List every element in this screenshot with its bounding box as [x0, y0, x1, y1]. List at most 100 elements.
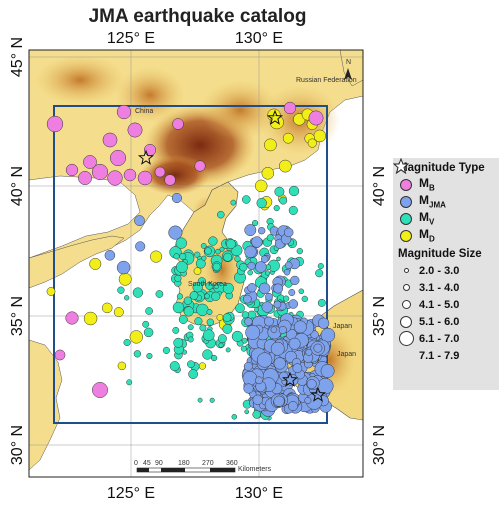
quake-mb [308, 110, 324, 126]
quake-mjma [251, 236, 263, 248]
quake-md [83, 311, 98, 326]
quake-mb [127, 122, 143, 138]
legend-size-title: Magnitude Size [398, 248, 482, 260]
quake-mjma [284, 261, 293, 270]
quake-mb [102, 132, 118, 148]
quake-mv [175, 261, 188, 274]
quake-mv [202, 329, 215, 342]
quake-mjma [247, 261, 256, 270]
quake-mjma [116, 260, 131, 275]
quake-mjma [304, 397, 312, 404]
quake-md [254, 179, 268, 193]
quake-star-icon [137, 149, 155, 165]
quake-mv [298, 288, 305, 295]
legend-swatch-md [400, 229, 412, 242]
quake-mv [126, 379, 133, 386]
quake-mb [194, 160, 206, 172]
quake-mv [173, 337, 184, 348]
label-south-korea: South Korea [188, 281, 227, 288]
quake-mv [178, 315, 188, 324]
quake-mv [202, 349, 213, 360]
quake-mjma [258, 227, 266, 235]
quake-mv [254, 307, 259, 313]
map-frame [28, 49, 364, 478]
quake-mv [146, 352, 153, 360]
quake-mjma [257, 352, 273, 368]
quake-mv [174, 274, 182, 282]
label-japan-2: Japan [337, 351, 356, 358]
quake-mjma [258, 282, 271, 295]
quake-md [198, 362, 207, 370]
scale-unit: Kilometers [238, 466, 272, 473]
quake-mjma [134, 215, 145, 226]
lon-tick-top-125: 125° E [107, 30, 155, 47]
legend: Magnitude Type MB MJMA MV MD Magnitude S… [393, 158, 499, 390]
quake-mb [65, 311, 79, 325]
quake-mv [187, 360, 195, 369]
legend-swatch-mv [400, 212, 412, 225]
quake-mv [239, 263, 248, 272]
lat-tick-left-40: 40° N [9, 166, 26, 206]
quake-mv [172, 326, 180, 334]
quake-mjma [264, 316, 274, 327]
quake-mb [172, 118, 184, 130]
quake-mjma [320, 327, 336, 343]
quake-mv [247, 269, 253, 276]
quake-mv [219, 246, 225, 252]
quake-mb [283, 101, 297, 115]
quake-mv [192, 282, 203, 293]
quake-mjma [244, 224, 257, 237]
quake-mjma [171, 192, 182, 204]
quake-mv [155, 290, 164, 298]
quake-mjma [168, 225, 183, 240]
quake-mv [218, 342, 224, 348]
quake-mv [273, 205, 280, 212]
quake-md [307, 138, 317, 148]
quake-mjma [306, 379, 317, 390]
quake-mjma [278, 325, 287, 335]
quake-mv [274, 186, 285, 197]
quake-mv [194, 317, 203, 326]
scale-label-360: 360 [226, 460, 238, 467]
quake-mv [200, 243, 207, 249]
quake-mjma [317, 317, 330, 329]
quake-mb [83, 155, 97, 169]
quake-mb [109, 149, 127, 167]
quake-mjma [283, 268, 291, 276]
quake-mv [176, 293, 183, 300]
legend-type-mb: MB [393, 176, 499, 193]
quake-mv [183, 306, 194, 317]
quake-mv [133, 350, 142, 358]
quake-mv [142, 320, 150, 328]
quake-md [113, 307, 124, 318]
quake-mv [222, 282, 234, 294]
quake-mv [301, 295, 308, 303]
quake-mb [107, 170, 123, 186]
quake-mv [244, 409, 250, 415]
quake-mv [223, 252, 233, 262]
quake-mjma [242, 370, 258, 386]
scale-label-270: 270 [202, 460, 214, 467]
quake-mjma [273, 300, 282, 309]
quake-mjma [288, 401, 298, 412]
quake-mv [217, 210, 225, 219]
quake-mb [92, 382, 108, 398]
lat-tick-right-35: 35° N [371, 296, 388, 336]
quake-mv [162, 346, 170, 354]
quake-mv [124, 295, 130, 301]
lon-tick-bottom-125: 125° E [107, 485, 155, 502]
quake-mv [204, 247, 212, 255]
quake-mv [279, 196, 288, 205]
quake-md [282, 132, 294, 144]
quake-mv [241, 311, 249, 319]
legend-type-title: Magnitude Type [398, 162, 485, 174]
quake-mb [154, 166, 166, 178]
scale-label-45: 45 [143, 460, 151, 467]
study-region-box [53, 105, 328, 424]
quake-mv [276, 256, 281, 262]
scale-bar: 0 45 90 180 270 360 Kilometers [134, 460, 272, 473]
legend-type-mv: MV [393, 210, 499, 227]
quake-mjma [255, 376, 263, 385]
legend-size-4: 5.1 - 6.0 [393, 313, 499, 330]
quake-mv [222, 313, 232, 322]
